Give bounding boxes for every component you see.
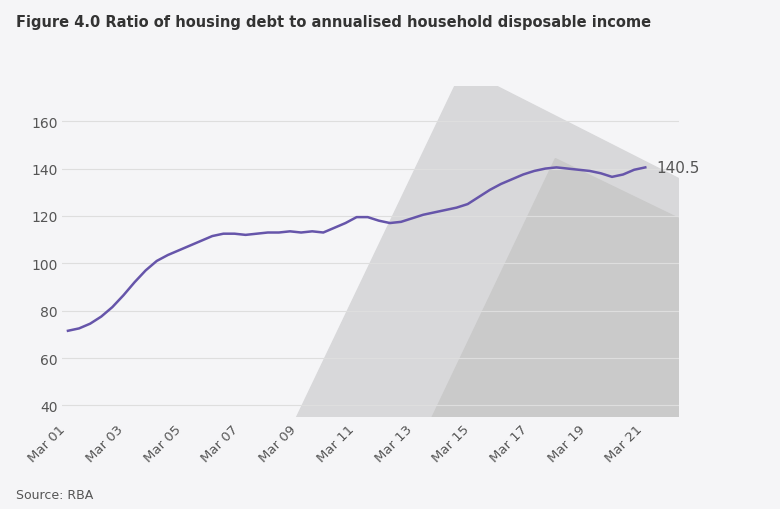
Text: 140.5: 140.5 bbox=[657, 160, 700, 176]
Text: Source: RBA: Source: RBA bbox=[16, 489, 93, 501]
Polygon shape bbox=[296, 70, 679, 417]
Text: Figure 4.0 Ratio of housing debt to annualised household disposable income: Figure 4.0 Ratio of housing debt to annu… bbox=[16, 15, 651, 30]
Polygon shape bbox=[432, 159, 679, 417]
